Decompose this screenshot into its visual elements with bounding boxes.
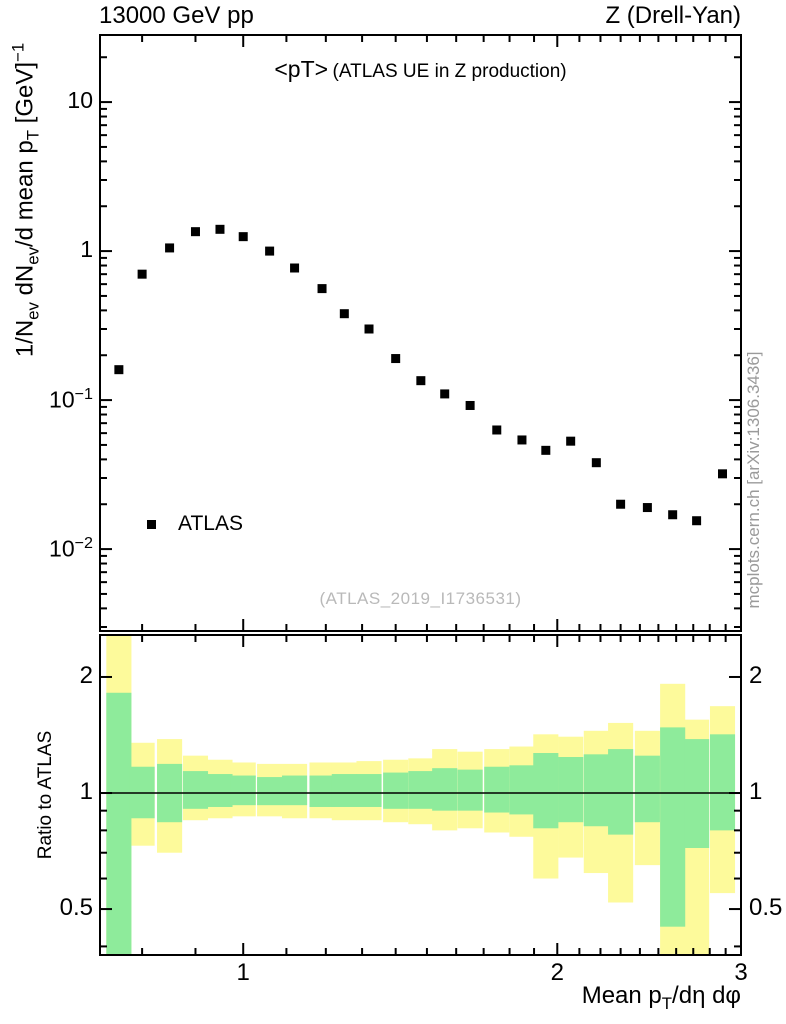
data-point-marker [190, 227, 200, 237]
inner-uncertainty-band [331, 774, 357, 807]
inner-uncertainty-band [106, 692, 132, 955]
analysis-id-watermark: (ATLAS_2019_I1736531) [319, 589, 522, 608]
data-point-marker [114, 365, 124, 375]
inner-uncertainty-band [182, 771, 209, 809]
observable-name: <pT> [274, 56, 329, 82]
x-tick-label: 1 [236, 959, 250, 986]
ratio-y-tick-label-left: 0.5 [59, 894, 93, 922]
data-point-marker [566, 436, 576, 446]
x-tick-label: 2 [550, 959, 564, 986]
inner-uncertainty-band [660, 727, 686, 927]
data-point-marker [238, 232, 248, 242]
inner-uncertainty-band [432, 768, 458, 811]
data-point-marker [517, 435, 527, 445]
inner-uncertainty-band [608, 749, 634, 835]
data-point-marker [718, 469, 728, 479]
inner-uncertainty-band [457, 769, 483, 811]
main-y-tick-label: 10 [67, 87, 93, 114]
legend-label: ATLAS [178, 512, 243, 535]
inner-uncertainty-band [257, 777, 283, 806]
main-y-tick-label: 10−2 [49, 534, 93, 562]
inner-uncertainty-band [709, 734, 736, 831]
x-tick-label: 3 [734, 959, 748, 986]
atlas-square-marker-icon [147, 519, 156, 529]
data-point-marker [440, 389, 450, 399]
main-y-axis-label: 1/Nev dNev/d mean pT [GeV]−1 [8, 42, 43, 358]
data-point-marker [317, 284, 327, 294]
inner-uncertainty-band [634, 755, 660, 823]
mcplots-attribution: mcplots.cern.ch [arXiv:1306.3436] [744, 351, 763, 609]
inner-uncertainty-band [583, 754, 609, 827]
data-point-marker [416, 376, 426, 386]
inner-uncertainty-band [533, 753, 559, 829]
inner-uncertainty-band [230, 775, 256, 806]
process-title: Z (Drell-Yan) [605, 2, 741, 29]
legend: ATLAS [147, 511, 243, 537]
inner-uncertainty-band [207, 774, 233, 807]
inner-uncertainty-band [356, 774, 382, 807]
data-point-marker [591, 458, 601, 468]
ratio-y-tick-label-right: 2 [749, 661, 763, 689]
ratio-y-tick-label-left: 1 [79, 778, 93, 806]
inner-uncertainty-band [558, 757, 584, 823]
data-point-marker [391, 354, 401, 364]
beam-energy-title: 13000 GeV pp [99, 2, 254, 29]
main-y-tick-label: 1 [80, 236, 93, 263]
data-point-marker [265, 246, 275, 256]
data-point-marker [290, 263, 300, 273]
ratio-uncertainty-bands [106, 635, 736, 955]
ratio-y-tick-label-right: 0.5 [749, 894, 783, 922]
inner-uncertainty-band [408, 771, 434, 809]
data-points [114, 224, 728, 526]
x-axis-label: Mean pT/dη dφ [581, 982, 741, 1013]
data-point-marker [364, 324, 374, 334]
ratio-y-tick-label-right: 1 [749, 778, 763, 806]
data-point-marker [541, 445, 551, 455]
ratio-y-axis-label: Ratio to ATLAS [35, 730, 56, 860]
axis-ticks [100, 35, 742, 955]
ratio-frame [99, 634, 742, 956]
data-point-marker [642, 503, 652, 513]
data-point-marker [668, 510, 678, 520]
data-point-marker [692, 516, 702, 526]
inner-uncertainty-band [383, 772, 409, 809]
data-point-marker [492, 425, 502, 435]
data-point-marker [137, 269, 147, 279]
main-y-tick-label: 10−1 [49, 385, 93, 413]
main-frame [99, 34, 742, 632]
inner-uncertainty-band [509, 765, 535, 815]
inner-uncertainty-band [282, 775, 308, 806]
inner-uncertainty-band [484, 766, 510, 813]
observable-title: <pT> (ATLAS UE in Z production) [100, 56, 741, 83]
ratio-y-tick-label-left: 2 [79, 661, 93, 689]
inner-uncertainty-band [309, 775, 335, 807]
observable-detail: (ATLAS UE in Z production) [332, 61, 567, 82]
data-point-marker [165, 243, 175, 253]
data-point-marker [215, 224, 225, 234]
data-point-marker [339, 309, 349, 319]
data-point-marker [465, 400, 475, 410]
data-point-marker [616, 499, 626, 509]
